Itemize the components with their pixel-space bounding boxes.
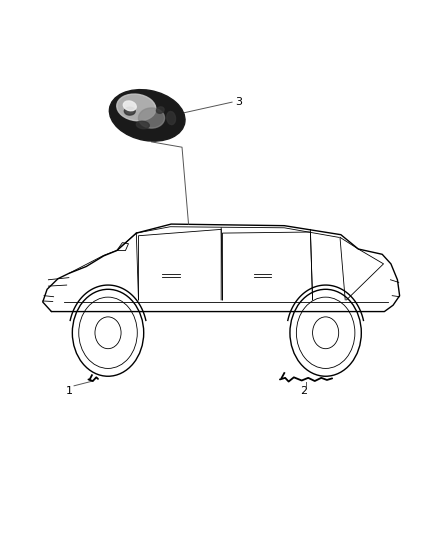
Text: 2: 2 <box>300 386 307 396</box>
Ellipse shape <box>138 108 165 128</box>
Ellipse shape <box>124 101 136 111</box>
Text: 3: 3 <box>235 97 242 107</box>
Ellipse shape <box>136 121 149 128</box>
Text: 1: 1 <box>65 386 72 396</box>
Ellipse shape <box>167 111 176 125</box>
Ellipse shape <box>117 94 156 121</box>
Ellipse shape <box>156 107 164 114</box>
Ellipse shape <box>110 90 185 141</box>
Ellipse shape <box>124 107 135 115</box>
